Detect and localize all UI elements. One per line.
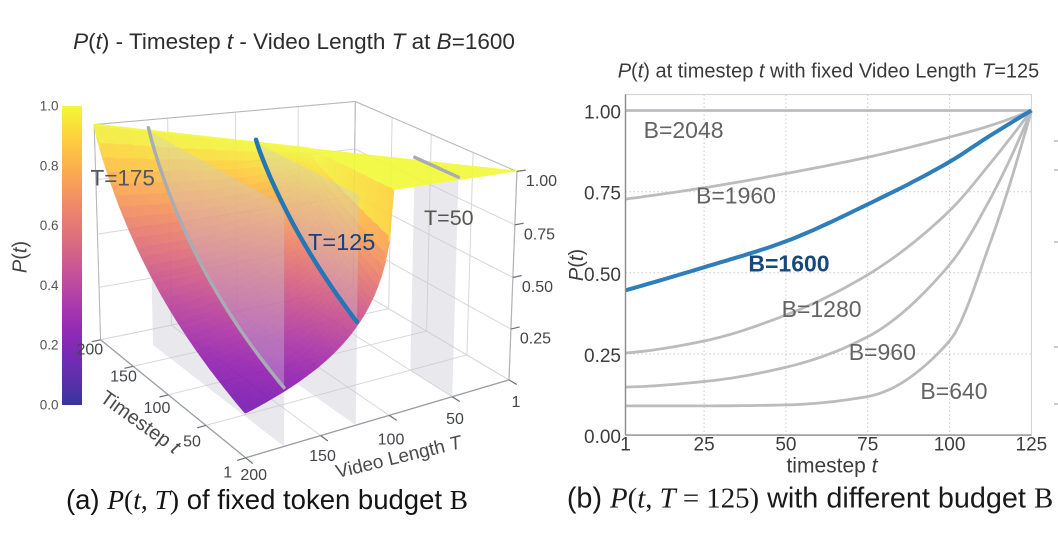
svg-text:0.00: 0.00 — [584, 427, 621, 448]
svg-text:P(t) - Timestep t - Video Leng: P(t) - Timestep t - Video Length T at B=… — [73, 29, 515, 54]
svg-text:0.50: 0.50 — [522, 279, 553, 296]
svg-text:25: 25 — [694, 435, 715, 456]
svg-text:50: 50 — [183, 434, 201, 451]
svg-text:1: 1 — [620, 435, 631, 456]
svg-text:T=175: T=175 — [91, 166, 155, 191]
svg-text:(a) P(t, T) of fixed token bud: (a) P(t, T) of fixed token budget B — [66, 484, 468, 515]
svg-text:P(t): P(t) — [566, 249, 588, 281]
svg-text:1.00: 1.00 — [584, 103, 621, 124]
svg-text:0.25: 0.25 — [584, 346, 621, 367]
svg-text:0.6: 0.6 — [40, 218, 59, 233]
svg-text:200: 200 — [240, 467, 267, 484]
svg-text:B=2048: B=2048 — [644, 117, 724, 143]
svg-text:1.0: 1.0 — [40, 99, 59, 114]
svg-text:B=1960: B=1960 — [696, 182, 776, 208]
svg-text:75: 75 — [857, 435, 878, 456]
svg-text:0.25: 0.25 — [520, 331, 551, 348]
svg-text:T=50: T=50 — [424, 206, 474, 230]
svg-text:150: 150 — [110, 369, 137, 386]
svg-text:0.4: 0.4 — [40, 278, 59, 293]
svg-text:200: 200 — [76, 342, 103, 359]
svg-text:0.2: 0.2 — [40, 338, 59, 353]
svg-text:50: 50 — [446, 411, 464, 428]
svg-text:0.75: 0.75 — [584, 184, 621, 205]
svg-text:125: 125 — [1016, 435, 1048, 456]
svg-text:150: 150 — [309, 448, 336, 465]
svg-text:B=960: B=960 — [849, 339, 916, 365]
svg-text:B=1280: B=1280 — [782, 296, 862, 322]
svg-text:(b) P(t, T = 125) with differe: (b) P(t, T = 125) with different budget … — [567, 483, 1053, 515]
svg-text:1: 1 — [512, 394, 521, 411]
svg-text:B=640: B=640 — [920, 378, 987, 404]
svg-text:100: 100 — [144, 400, 171, 417]
svg-text:0.50: 0.50 — [584, 265, 621, 286]
svg-text:P(t) at timestep t with fixed: P(t) at timestep t with fixed Video Leng… — [618, 61, 1040, 83]
svg-text:50: 50 — [775, 435, 796, 456]
svg-text:timestep t: timestep t — [786, 455, 878, 478]
svg-text:T=125: T=125 — [308, 229, 375, 255]
svg-text:1.00: 1.00 — [526, 173, 557, 190]
svg-text:B=1600: B=1600 — [748, 251, 829, 277]
svg-text:1: 1 — [223, 464, 232, 481]
svg-text:0.0: 0.0 — [40, 398, 59, 413]
svg-text:0.75: 0.75 — [524, 226, 555, 243]
svg-text:P(t): P(t) — [10, 241, 32, 273]
svg-text:100: 100 — [934, 435, 966, 456]
svg-text:100: 100 — [378, 431, 405, 448]
svg-text:0.8: 0.8 — [40, 158, 59, 173]
